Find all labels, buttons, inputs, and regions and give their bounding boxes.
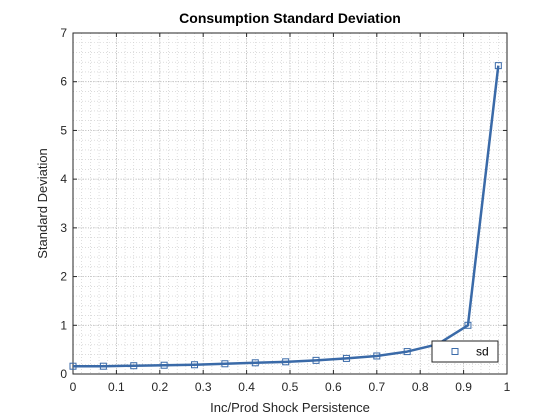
y-tick-label: 6 — [60, 75, 67, 89]
data-point — [221, 360, 229, 368]
series-group — [69, 62, 502, 370]
data-point — [99, 362, 107, 370]
legend: sd — [431, 340, 499, 363]
x-tick-label: 0.6 — [325, 380, 342, 394]
data-point — [251, 359, 259, 367]
data-point — [403, 348, 411, 356]
y-tick-label: 0 — [60, 367, 67, 381]
x-tick-label: 0.8 — [412, 380, 429, 394]
legend-box — [431, 340, 499, 363]
data-point — [373, 352, 381, 360]
x-axis-label: Inc/Prod Shock Persistence — [210, 400, 370, 415]
series-line-sd — [73, 65, 500, 368]
x-tick-label: 0.3 — [195, 380, 212, 394]
y-axis-label: Standard Deviation — [35, 148, 50, 259]
x-tick-label: 1 — [504, 380, 511, 394]
legend-label-sd: sd — [476, 345, 489, 359]
x-tick-label: 0.5 — [282, 380, 299, 394]
data-point — [160, 361, 168, 369]
y-tick-label: 4 — [60, 172, 67, 186]
y-tick-label: 5 — [60, 123, 67, 137]
x-tick-label: 0.9 — [455, 380, 472, 394]
x-tick-label: 0.7 — [368, 380, 385, 394]
x-tick-label: 0 — [70, 380, 77, 394]
data-point — [69, 362, 77, 370]
y-tick-label: 2 — [60, 270, 67, 284]
data-point — [312, 356, 320, 364]
grid — [72, 32, 508, 375]
y-tick-label: 3 — [60, 221, 67, 235]
chart-title: Consumption Standard Deviation — [179, 10, 401, 26]
data-point — [464, 321, 472, 329]
data-point — [342, 354, 350, 362]
data-point — [191, 361, 199, 369]
data-point — [494, 62, 502, 70]
x-tick-label: 0.1 — [108, 380, 125, 394]
y-axis: 0 1 2 3 4 5 6 7 — [60, 26, 507, 381]
x-tick-label: 0.4 — [238, 380, 255, 394]
legend-marker-sd — [451, 348, 459, 355]
y-tick-label: 1 — [60, 318, 67, 332]
data-point — [282, 358, 290, 366]
y-tick-label: 7 — [60, 26, 67, 40]
data-point — [130, 362, 138, 370]
x-axis: 0 0.1 0.2 0.3 0.4 0.5 0.6 0.7 0.8 0.9 1 — [70, 33, 511, 394]
x-tick-label: 0.2 — [151, 380, 168, 394]
